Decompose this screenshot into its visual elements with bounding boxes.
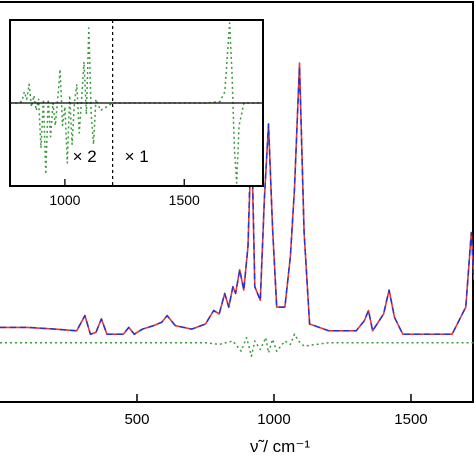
inset-factor-x1: × 1 xyxy=(125,147,149,166)
main-x-axis-label: ν̃ / cm⁻¹ xyxy=(250,437,310,456)
inset-x-ticks: 1000 1500 xyxy=(49,179,200,208)
main-series-group xyxy=(0,62,474,357)
inset-factor-x2: × 2 xyxy=(73,147,97,166)
main-series-line-2 xyxy=(0,333,474,357)
main-x-ticks: 500 1000 1500 xyxy=(124,394,428,428)
inset-x-tick-label-0: 1000 xyxy=(49,192,80,208)
inset-x-tick-label-1: 1500 xyxy=(169,192,200,208)
main-x-tick-label-2: 1500 xyxy=(394,411,427,428)
main-x-tick-label-0: 500 xyxy=(124,411,149,428)
main-x-tick-label-1: 1000 xyxy=(257,411,290,428)
main-series-line-1 xyxy=(0,65,474,335)
